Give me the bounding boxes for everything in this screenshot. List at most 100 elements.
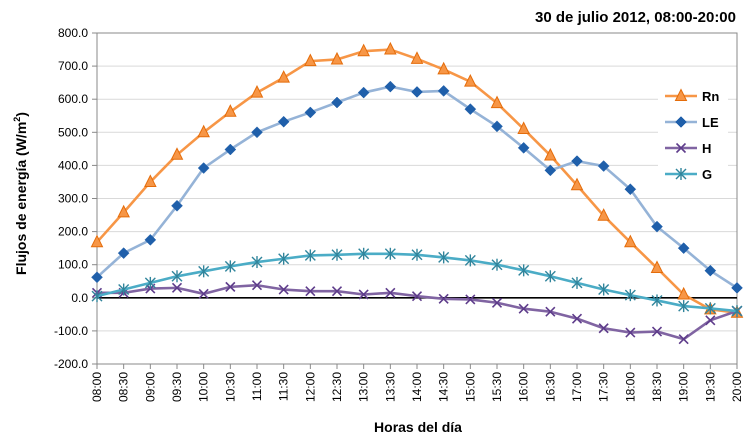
data-point <box>278 252 290 265</box>
data-point <box>677 286 690 300</box>
data-point <box>545 306 556 317</box>
x-tick-label: 15:00 <box>463 372 477 402</box>
data-point <box>197 162 210 174</box>
data-point <box>438 293 449 304</box>
data-point <box>384 247 396 260</box>
data-point <box>675 116 687 128</box>
data-point <box>224 104 237 117</box>
series-layer <box>90 41 744 345</box>
data-point <box>651 294 663 307</box>
data-point <box>544 147 557 161</box>
data-point <box>464 103 477 115</box>
data-point <box>544 164 557 177</box>
data-point <box>331 286 343 297</box>
legend: Rn LE HG <box>658 80 728 186</box>
y-tick-label: 0.0 <box>71 291 88 305</box>
x-tick-label: 17:00 <box>570 372 584 402</box>
x-tick-label: 08:00 <box>90 372 104 402</box>
data-point <box>144 174 157 187</box>
data-point <box>331 248 343 261</box>
data-point <box>464 254 476 267</box>
data-point <box>198 265 210 278</box>
data-point <box>278 284 289 295</box>
data-point <box>544 270 556 283</box>
x-tick-label: 10:00 <box>197 372 211 402</box>
data-point <box>277 70 290 83</box>
data-point <box>677 242 690 255</box>
y-axis-title-end: ) <box>13 112 29 117</box>
data-point <box>437 85 450 97</box>
data-point <box>571 276 583 289</box>
data-point <box>384 41 397 55</box>
x-tick-label: 15:30 <box>490 372 504 402</box>
data-point <box>518 303 529 314</box>
data-point <box>675 168 687 180</box>
data-point <box>624 234 637 248</box>
x-tick-label: 10:30 <box>223 372 237 402</box>
data-point <box>517 121 530 134</box>
data-point <box>357 86 370 99</box>
data-point <box>170 147 184 160</box>
data-point <box>90 234 104 248</box>
legend-label: H <box>702 141 711 156</box>
x-tick-label: 11:30 <box>277 372 291 401</box>
data-point <box>651 220 663 233</box>
x-tick-label: 11:00 <box>250 372 264 401</box>
x-tick-label: 14:30 <box>437 372 451 402</box>
x-tick-label: 19:30 <box>703 372 717 402</box>
data-point <box>491 297 503 308</box>
y-tick-label: 400.0 <box>58 158 88 172</box>
data-point <box>304 53 317 67</box>
y-tick-label: 800.0 <box>58 26 88 40</box>
data-point <box>571 313 583 324</box>
y-tick-label: 600.0 <box>58 92 88 106</box>
data-point <box>597 160 610 172</box>
legend-label: Rn <box>702 89 719 104</box>
data-point <box>517 142 530 154</box>
data-point <box>91 271 103 284</box>
series-g <box>91 247 743 318</box>
data-point <box>597 208 610 221</box>
data-point <box>624 183 637 196</box>
data-point <box>144 234 157 246</box>
y-tick-label: 200.0 <box>58 225 88 239</box>
x-tick-label: 20:00 <box>730 372 744 402</box>
data-point <box>118 283 130 296</box>
data-point <box>224 143 237 156</box>
x-tick-label: 16:30 <box>543 372 557 402</box>
legend-item-g: G <box>665 167 712 182</box>
x-tick-label: 08:30 <box>117 372 131 402</box>
data-point <box>518 264 530 277</box>
x-axis: 08:00 08:30 09:00 09:30 10:00 10:30 11:00 11:30… <box>90 364 744 402</box>
y-tick-label: -100.0 <box>54 324 88 338</box>
data-point <box>650 260 664 274</box>
data-point <box>411 86 423 98</box>
x-tick-label: 18:30 <box>650 372 664 402</box>
data-point <box>678 300 690 313</box>
data-point <box>570 177 584 191</box>
legend-label: G <box>702 167 712 182</box>
data-point <box>384 80 397 93</box>
data-point <box>251 256 263 269</box>
y-axis-title-main: Flujos de energía (W/m <box>13 122 29 275</box>
gridlines <box>97 32 737 365</box>
y-axis-title: Flujos de energía (W/m2) <box>12 112 29 275</box>
data-point <box>731 282 743 294</box>
data-point <box>411 248 423 261</box>
data-point <box>624 289 636 302</box>
data-point <box>117 204 130 218</box>
x-axis-title: Horas del día <box>374 419 462 435</box>
x-tick-label: 14:00 <box>410 372 424 402</box>
chart-title: 30 de julio 2012, 08:00-20:00 <box>535 9 736 26</box>
series-rn <box>90 41 744 318</box>
data-point <box>171 282 183 293</box>
legend-item-h: H <box>665 141 711 156</box>
data-point <box>358 289 369 300</box>
data-point <box>464 74 477 87</box>
legend-label: LE <box>702 115 719 130</box>
legend-item-rn: Rn <box>665 88 719 104</box>
data-point <box>385 287 396 298</box>
data-point <box>197 124 210 138</box>
data-point <box>305 286 316 297</box>
